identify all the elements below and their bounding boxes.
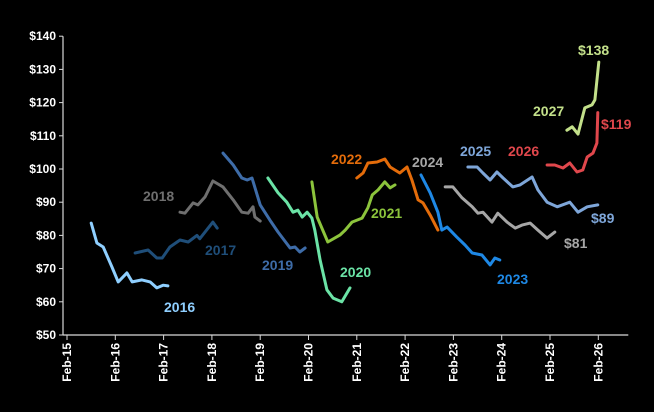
series-line-2022	[355, 157, 440, 232]
series-line-2019	[221, 151, 307, 254]
series-label-value-89: $89	[591, 210, 615, 226]
series-line-2023	[419, 173, 502, 267]
x-tick-label: Feb-20	[302, 343, 316, 382]
series-label-value-81: $81	[564, 235, 588, 251]
series-line-2016	[89, 221, 170, 290]
x-tick-label: Feb-15	[60, 343, 74, 382]
series-label-2022: 2022	[331, 151, 362, 167]
series-line-2021	[310, 180, 397, 244]
series-label-2027: 2027	[533, 103, 564, 119]
series-label-2017: 2017	[205, 242, 236, 258]
series-line-2017	[133, 220, 219, 260]
y-tick-label: $100	[29, 162, 56, 176]
y-tick-label: $120	[29, 96, 56, 110]
series-label-2019: 2019	[262, 257, 293, 273]
y-tick-label: $80	[36, 228, 56, 242]
x-tick-label: Feb-21	[350, 343, 364, 382]
y-tick-label: $60	[36, 295, 56, 309]
x-tick-label: Feb-24	[495, 343, 509, 382]
y-tick-label: $110	[30, 129, 56, 143]
x-tick-label: Feb-18	[205, 343, 219, 382]
series-label-2020: 2020	[340, 264, 371, 280]
series-label-2024: 2024	[412, 154, 443, 170]
series-line-2020	[266, 176, 352, 304]
x-tick-label: Feb-22	[398, 343, 412, 382]
series-line-2024	[443, 185, 557, 240]
series-label-2018: 2018	[143, 188, 174, 204]
series-label-value-138: $138	[578, 42, 609, 58]
y-tick-label: $140	[29, 29, 56, 43]
series-label-2021: 2021	[371, 205, 402, 221]
x-tick-label: Feb-17	[157, 343, 171, 382]
series-label-2025: 2025	[460, 143, 491, 159]
series-label-2026: 2026	[508, 143, 539, 159]
series-line-2026	[545, 111, 600, 174]
x-tick-label: Feb-19	[253, 343, 267, 382]
axes: $50 $60 $70 $80 $90 $100 $110 $120 $130 $140 Feb-1…	[29, 29, 629, 382]
series-labels: 2016 2017 2018 2019 2020 2021 2022 2023 2024 2025…	[143, 42, 632, 315]
y-tick-label: $50	[36, 328, 56, 342]
series-line-2018	[178, 179, 262, 223]
x-tick-label: Feb-16	[108, 343, 122, 382]
y-tick-label: $70	[36, 262, 56, 276]
x-tick-label: Feb-23	[446, 343, 460, 382]
series-label-2023: 2023	[497, 271, 528, 287]
series-label-2016: 2016	[164, 299, 195, 315]
y-tick-label: $90	[36, 195, 56, 209]
series-line-2027	[565, 60, 601, 136]
x-tick-label: Feb-26	[591, 343, 605, 382]
y-tick-label: $130	[29, 62, 56, 76]
series-lines	[89, 60, 601, 304]
series-line-2025	[466, 165, 600, 214]
series-label-value-119: $119	[601, 116, 632, 132]
x-tick-label: Feb-25	[543, 343, 557, 382]
